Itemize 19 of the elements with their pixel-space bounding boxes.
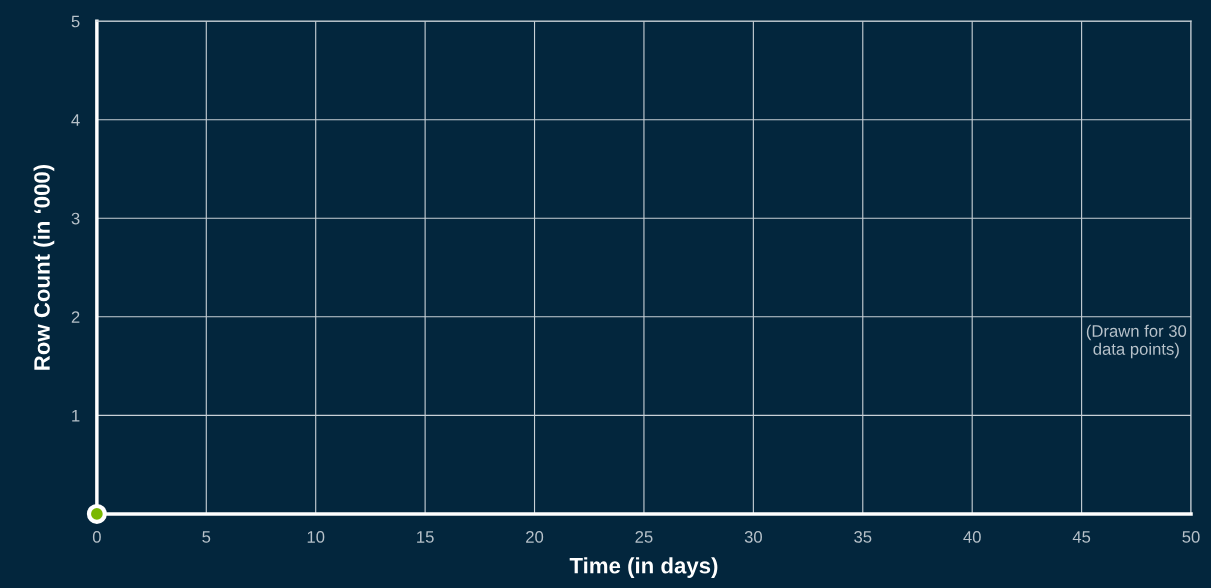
y-tick-label: 5 — [71, 15, 80, 28]
y-tick-label: 1 — [72, 409, 80, 422]
x-tick-label: 30 — [744, 531, 762, 543]
x-axis-title: Time (in days) — [569, 557, 718, 578]
x-tick-label: 50 — [1182, 531, 1200, 543]
annotation: (Drawn for 30 data points) — [1086, 324, 1187, 359]
y-tick-label: 3 — [71, 212, 80, 225]
x-tick-label: 20 — [526, 531, 544, 543]
x-tick-label: 45 — [1072, 531, 1091, 543]
x-tick-label: 15 — [417, 531, 434, 543]
y-tick-label: 4 — [71, 114, 80, 126]
x-tick-label: 10 — [307, 531, 325, 543]
x-tick-label: 40 — [963, 531, 981, 543]
x-tick-label: 0 — [92, 531, 101, 543]
y-axis-title: Row Count (in ‘000) — [33, 164, 55, 370]
x-tick-label: 5 — [202, 531, 211, 543]
y-tick-label: 2 — [71, 311, 80, 323]
x-tick-label: 35 — [854, 531, 872, 543]
x-tick-label: 25 — [635, 531, 653, 543]
